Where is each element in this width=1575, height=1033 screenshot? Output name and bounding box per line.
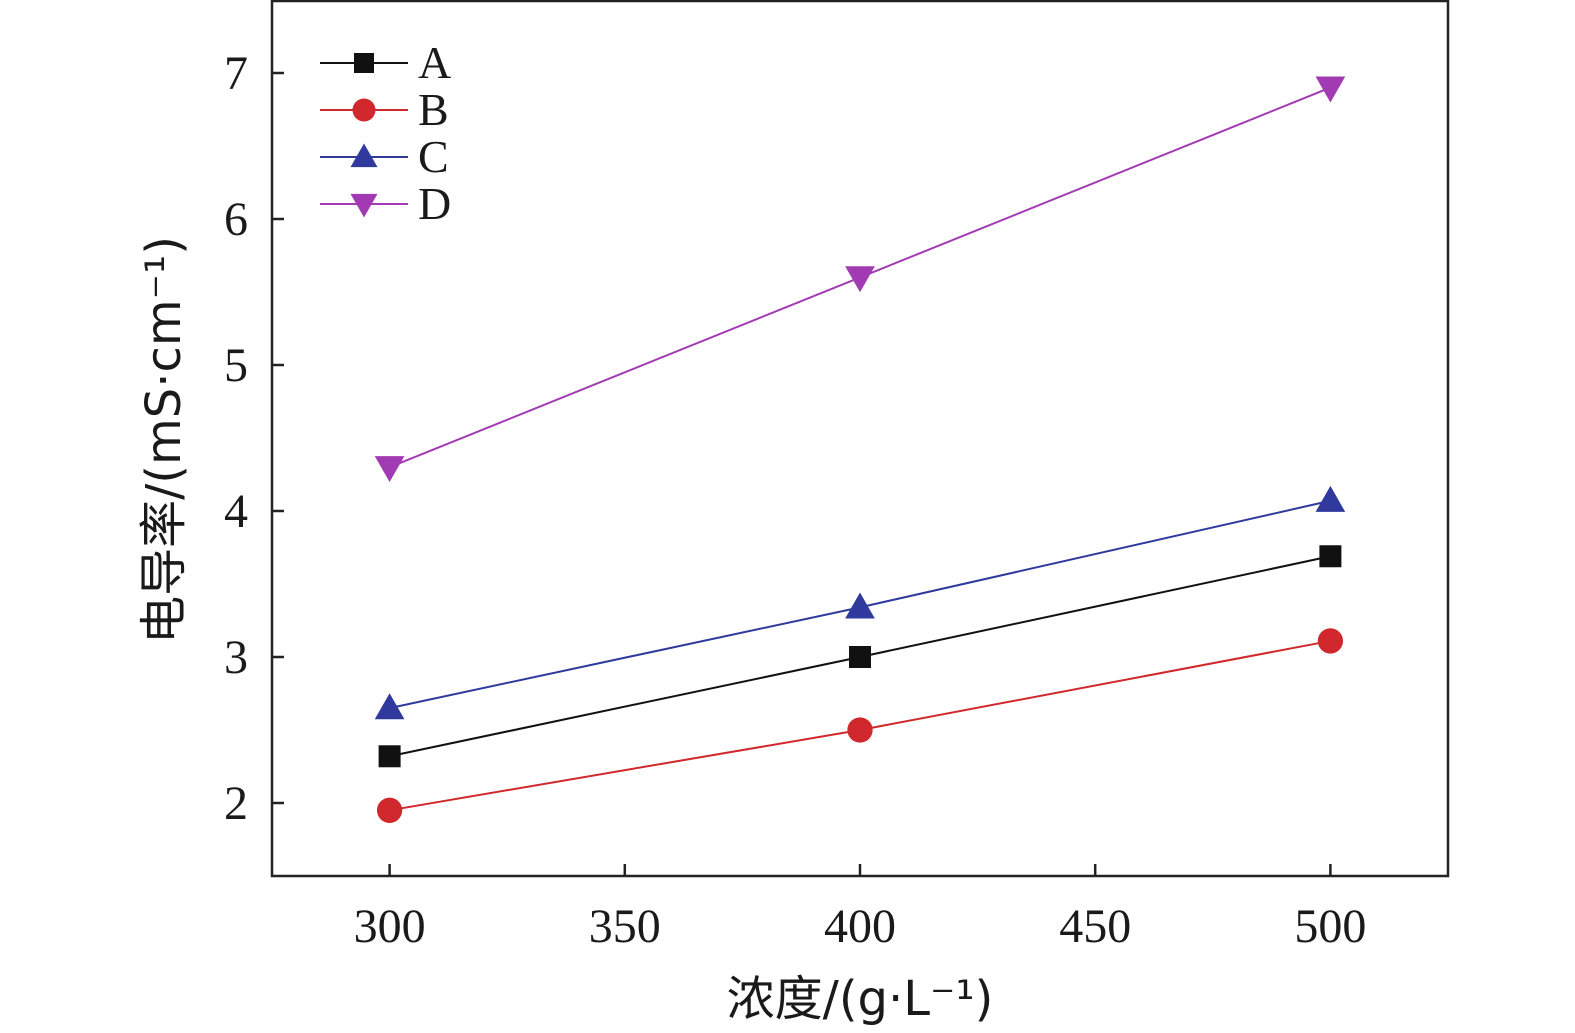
data-point-b — [847, 717, 873, 743]
x-tick-label: 350 — [589, 900, 661, 953]
x-axis-title: 浓度/(g·L⁻¹) — [727, 971, 994, 1027]
y-axis: 2 3 4 5 6 7 — [224, 47, 284, 830]
data-point-b — [1317, 628, 1344, 654]
series-lines — [389, 86, 1331, 812]
y-tick-label: 6 — [224, 193, 248, 246]
legend-marker-b — [352, 98, 376, 122]
legend-marker-a — [354, 53, 374, 73]
data-point-a — [1319, 545, 1342, 568]
y-tick-label: 4 — [224, 485, 248, 538]
x-tick-label: 500 — [1294, 900, 1366, 953]
data-point-c — [374, 693, 405, 720]
data-point-a — [378, 745, 401, 768]
series-markers — [374, 76, 1346, 823]
legend-label-d: D — [418, 178, 451, 229]
legend-label-b: B — [418, 84, 449, 135]
x-tick-label: 300 — [354, 900, 426, 953]
data-point-b — [376, 797, 403, 823]
data-point-a — [849, 646, 871, 668]
legend-marker-c — [350, 143, 378, 168]
legend-label-a: A — [418, 37, 451, 88]
data-point-c — [1315, 485, 1346, 512]
data-point-d — [845, 266, 875, 293]
data-point-c — [845, 592, 875, 619]
y-tick-label: 5 — [224, 339, 248, 392]
data-point-d — [1315, 76, 1346, 103]
y-tick-label: 3 — [224, 631, 248, 684]
y-tick-label: 2 — [224, 777, 248, 830]
legend-label-c: C — [418, 131, 449, 182]
y-axis-title: 电导率/(mS·cm⁻¹) — [136, 236, 192, 644]
data-point-d — [374, 456, 405, 483]
y-tick-label: 7 — [224, 47, 248, 100]
x-tick-label: 400 — [824, 900, 896, 953]
x-axis: 300 350 400 450 500 — [354, 864, 1366, 953]
legend-marker-d — [350, 193, 378, 218]
x-tick-label: 450 — [1059, 900, 1131, 953]
